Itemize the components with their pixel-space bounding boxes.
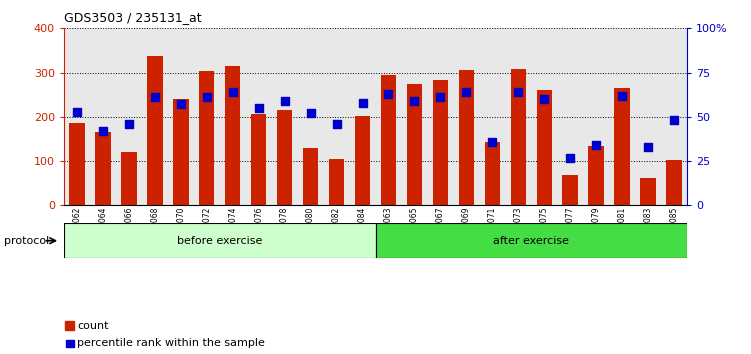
Point (201, 95, 213, 100)
Bar (511, 69, 526, 205)
Point (122, 121, 134, 127)
Text: count: count (77, 321, 109, 331)
Point (564, 155, 576, 160)
Point (409, 98, 421, 104)
Point (252, 105, 264, 111)
Point (71, 109, 83, 114)
Bar (614, 88, 630, 205)
Bar (562, 175, 578, 205)
Point (434, 95, 446, 100)
Point (175, 102, 187, 107)
Point (279, 98, 291, 104)
Bar (354, 116, 370, 205)
Bar (251, 114, 267, 205)
Bar (484, 142, 500, 205)
Bar (147, 56, 162, 205)
Bar (666, 160, 682, 205)
Bar (433, 80, 448, 205)
Bar (95, 132, 110, 205)
Bar (407, 84, 422, 205)
Point (382, 91, 394, 97)
Bar (69, 124, 85, 205)
Text: GDS3503 / 235131_at: GDS3503 / 235131_at (64, 11, 201, 24)
Point (487, 139, 499, 144)
Point (357, 100, 369, 105)
Text: percentile rank within the sample: percentile rank within the sample (77, 338, 265, 348)
Point (512, 89, 524, 95)
Point (668, 118, 680, 123)
Point (305, 110, 317, 116)
Bar (329, 159, 344, 205)
Bar (277, 110, 292, 205)
Bar (64, 223, 376, 258)
Bar (225, 66, 240, 205)
Bar (376, 223, 687, 258)
Point (149, 95, 161, 100)
Point (330, 121, 342, 127)
Point (617, 93, 629, 98)
Bar (536, 90, 552, 205)
Text: after exercise: after exercise (493, 236, 569, 246)
Bar (121, 152, 137, 205)
Text: before exercise: before exercise (177, 236, 262, 246)
Point (590, 142, 602, 148)
Bar (459, 70, 474, 205)
Bar (303, 148, 318, 205)
Point (227, 89, 239, 95)
Point (642, 144, 654, 150)
Bar (641, 178, 656, 205)
Bar (381, 75, 397, 205)
Bar (173, 99, 189, 205)
Text: protocol: protocol (4, 236, 49, 246)
Bar (589, 145, 604, 205)
Point (97, 128, 109, 134)
Point (460, 89, 472, 95)
Point (538, 96, 550, 102)
Bar (199, 71, 215, 205)
